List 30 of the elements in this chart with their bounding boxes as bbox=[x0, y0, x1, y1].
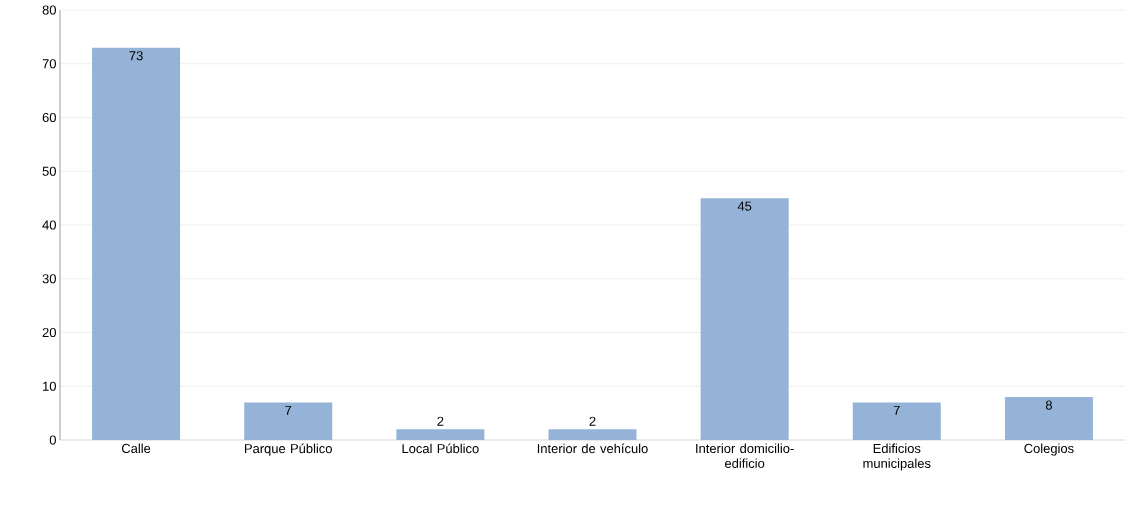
y-tick-label: 60 bbox=[42, 112, 56, 123]
y-tick-label: 40 bbox=[42, 220, 56, 230]
x-tick-label: Interior domicilio-edificio bbox=[696, 443, 794, 468]
data-label: 2 bbox=[589, 416, 596, 426]
y-tick-label: 20 bbox=[42, 327, 56, 338]
x-tick-label: Calle bbox=[121, 443, 151, 454]
bar bbox=[92, 47, 181, 440]
y-tick-label: 0 bbox=[49, 435, 56, 445]
data-label: 2 bbox=[437, 416, 444, 426]
x-tick-label: Colegios bbox=[1024, 443, 1074, 456]
bar bbox=[700, 198, 789, 440]
data-label: 7 bbox=[893, 405, 900, 415]
data-label: 7 bbox=[285, 405, 292, 415]
y-tick-label: 30 bbox=[42, 274, 56, 284]
data-label: 45 bbox=[737, 201, 752, 211]
bar bbox=[244, 402, 333, 440]
x-tick-label: Parque Público bbox=[244, 443, 332, 456]
data-label: 73 bbox=[129, 51, 143, 61]
x-tick-label: Local Público bbox=[402, 443, 479, 454]
bar bbox=[548, 429, 637, 440]
bar bbox=[396, 429, 485, 440]
y-tick-label: 80 bbox=[42, 5, 56, 15]
bar bbox=[852, 402, 941, 440]
x-tick-label: Edificios municipales bbox=[863, 443, 931, 471]
y-tick-label: 50 bbox=[42, 166, 56, 176]
y-tick-label: 10 bbox=[43, 381, 56, 391]
data-label: 8 bbox=[1045, 400, 1052, 410]
y-tick-label: 70 bbox=[42, 59, 56, 69]
bar bbox=[1004, 397, 1093, 440]
x-tick-label: Interior de vehículo bbox=[537, 443, 648, 454]
